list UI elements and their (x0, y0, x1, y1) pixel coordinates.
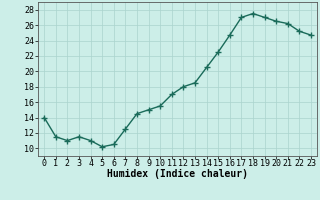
X-axis label: Humidex (Indice chaleur): Humidex (Indice chaleur) (107, 169, 248, 179)
